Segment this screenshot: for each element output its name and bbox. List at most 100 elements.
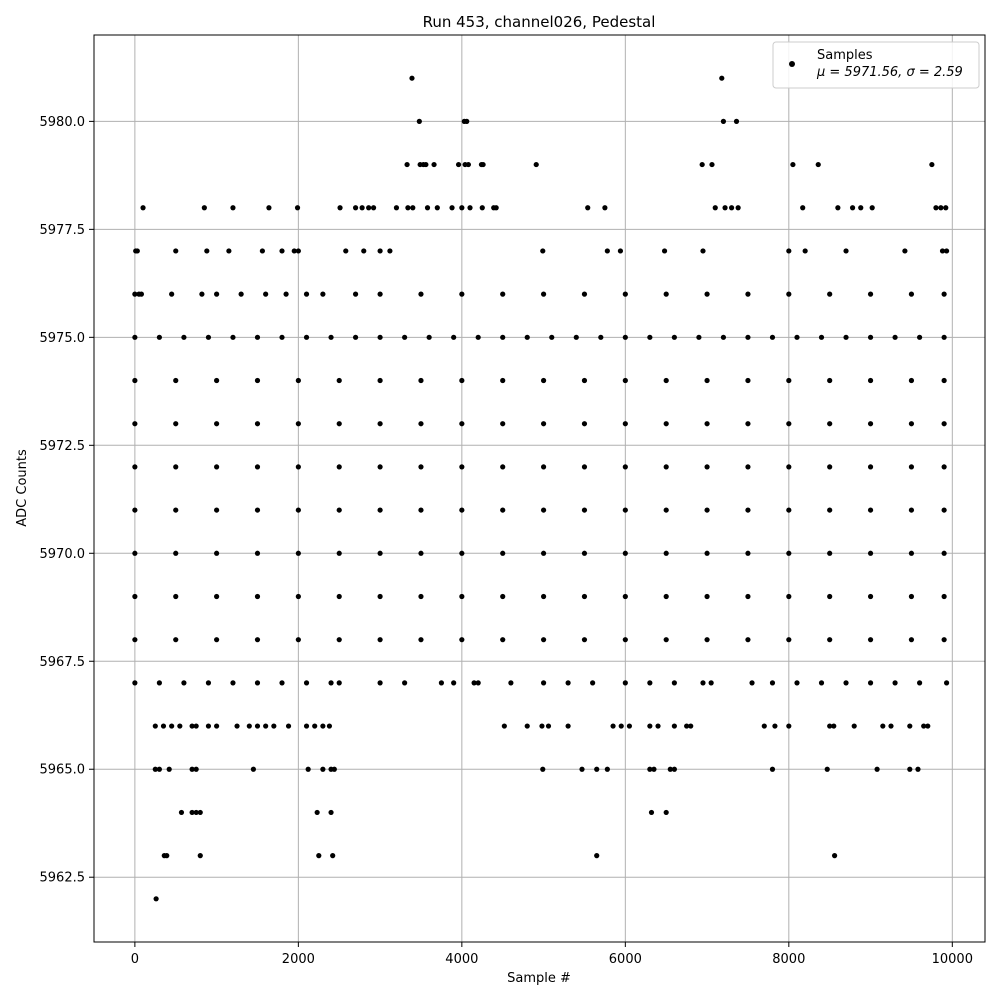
data-point [132, 593, 138, 600]
data-point [214, 637, 220, 643]
data-point [540, 593, 547, 600]
data-point [214, 550, 220, 556]
data-point [305, 766, 311, 772]
data-point [464, 118, 470, 124]
data-point [671, 334, 677, 340]
data-point [132, 464, 138, 470]
data-point [214, 723, 220, 729]
data-point [279, 680, 285, 686]
data-point [622, 593, 628, 600]
data-point [423, 161, 429, 168]
data-point [173, 550, 179, 556]
data-point [156, 766, 162, 772]
data-point [336, 377, 342, 384]
data-point [688, 723, 694, 729]
data-point [402, 680, 408, 686]
data-point [295, 593, 301, 600]
data-point [941, 334, 947, 340]
data-point [214, 464, 220, 470]
data-point [173, 593, 179, 600]
data-point [941, 637, 947, 643]
data-point [132, 421, 138, 427]
data-point [500, 421, 506, 427]
data-point [377, 680, 383, 686]
data-point [598, 334, 604, 340]
data-point [581, 421, 588, 427]
data-point [594, 853, 600, 859]
data-point [326, 723, 333, 729]
data-point [193, 766, 199, 772]
data-point [696, 334, 702, 340]
data-point [943, 205, 949, 211]
data-point [266, 205, 272, 211]
data-point [671, 680, 677, 686]
data-point [700, 680, 706, 686]
data-point [451, 680, 457, 686]
data-point [869, 205, 875, 211]
y-tick-label: 5980.0 [40, 115, 86, 130]
data-point [132, 291, 138, 297]
data-point [250, 766, 256, 772]
data-point [745, 377, 751, 384]
data-point [418, 593, 424, 600]
data-point [908, 421, 915, 427]
data-point [455, 161, 462, 168]
data-point [254, 334, 261, 340]
data-point [648, 809, 655, 816]
data-point [459, 637, 465, 643]
data-point [786, 421, 792, 427]
plot-frame [93, 34, 986, 943]
data-point [238, 291, 244, 297]
data-point [933, 205, 939, 211]
data-point [271, 723, 277, 729]
data-point [320, 723, 326, 729]
data-point [581, 637, 588, 643]
data-point [295, 637, 301, 643]
data-point [343, 248, 349, 254]
data-point [459, 507, 465, 513]
data-point [173, 507, 179, 513]
data-point [647, 723, 653, 729]
data-point [941, 507, 947, 513]
data-point [585, 205, 591, 211]
data-point [533, 161, 539, 168]
data-point [545, 723, 552, 729]
data-point [728, 205, 735, 211]
data-point [938, 205, 944, 211]
data-point [336, 680, 342, 686]
data-point [459, 291, 465, 297]
data-point [459, 377, 465, 384]
data-point [336, 550, 342, 556]
data-point [254, 723, 261, 729]
data-point [604, 248, 610, 254]
data-point [328, 680, 334, 686]
data-point [254, 637, 261, 643]
data-point [663, 550, 669, 556]
data-point [769, 680, 776, 686]
legend-series-name: Samples [817, 48, 873, 63]
x-tick-label: 2000 [282, 952, 315, 967]
y-tick-label: 5967.5 [40, 655, 86, 670]
data-point [416, 118, 422, 124]
data-point [314, 809, 320, 816]
data-point [173, 248, 179, 254]
data-point [745, 464, 751, 470]
data-point [132, 550, 138, 556]
data-point [173, 421, 179, 427]
data-point [336, 421, 342, 427]
data-point [663, 377, 669, 384]
data-point [352, 291, 359, 297]
data-point [761, 723, 767, 729]
data-point [941, 464, 947, 470]
data-point [140, 205, 146, 211]
y-tick-label: 5975.0 [40, 331, 86, 346]
data-point [205, 680, 212, 686]
data-point [312, 723, 318, 729]
data-point [917, 334, 923, 340]
data-point [712, 205, 718, 211]
data-point [786, 723, 792, 729]
data-point [745, 507, 751, 513]
data-point [867, 377, 874, 384]
data-point [651, 766, 657, 772]
